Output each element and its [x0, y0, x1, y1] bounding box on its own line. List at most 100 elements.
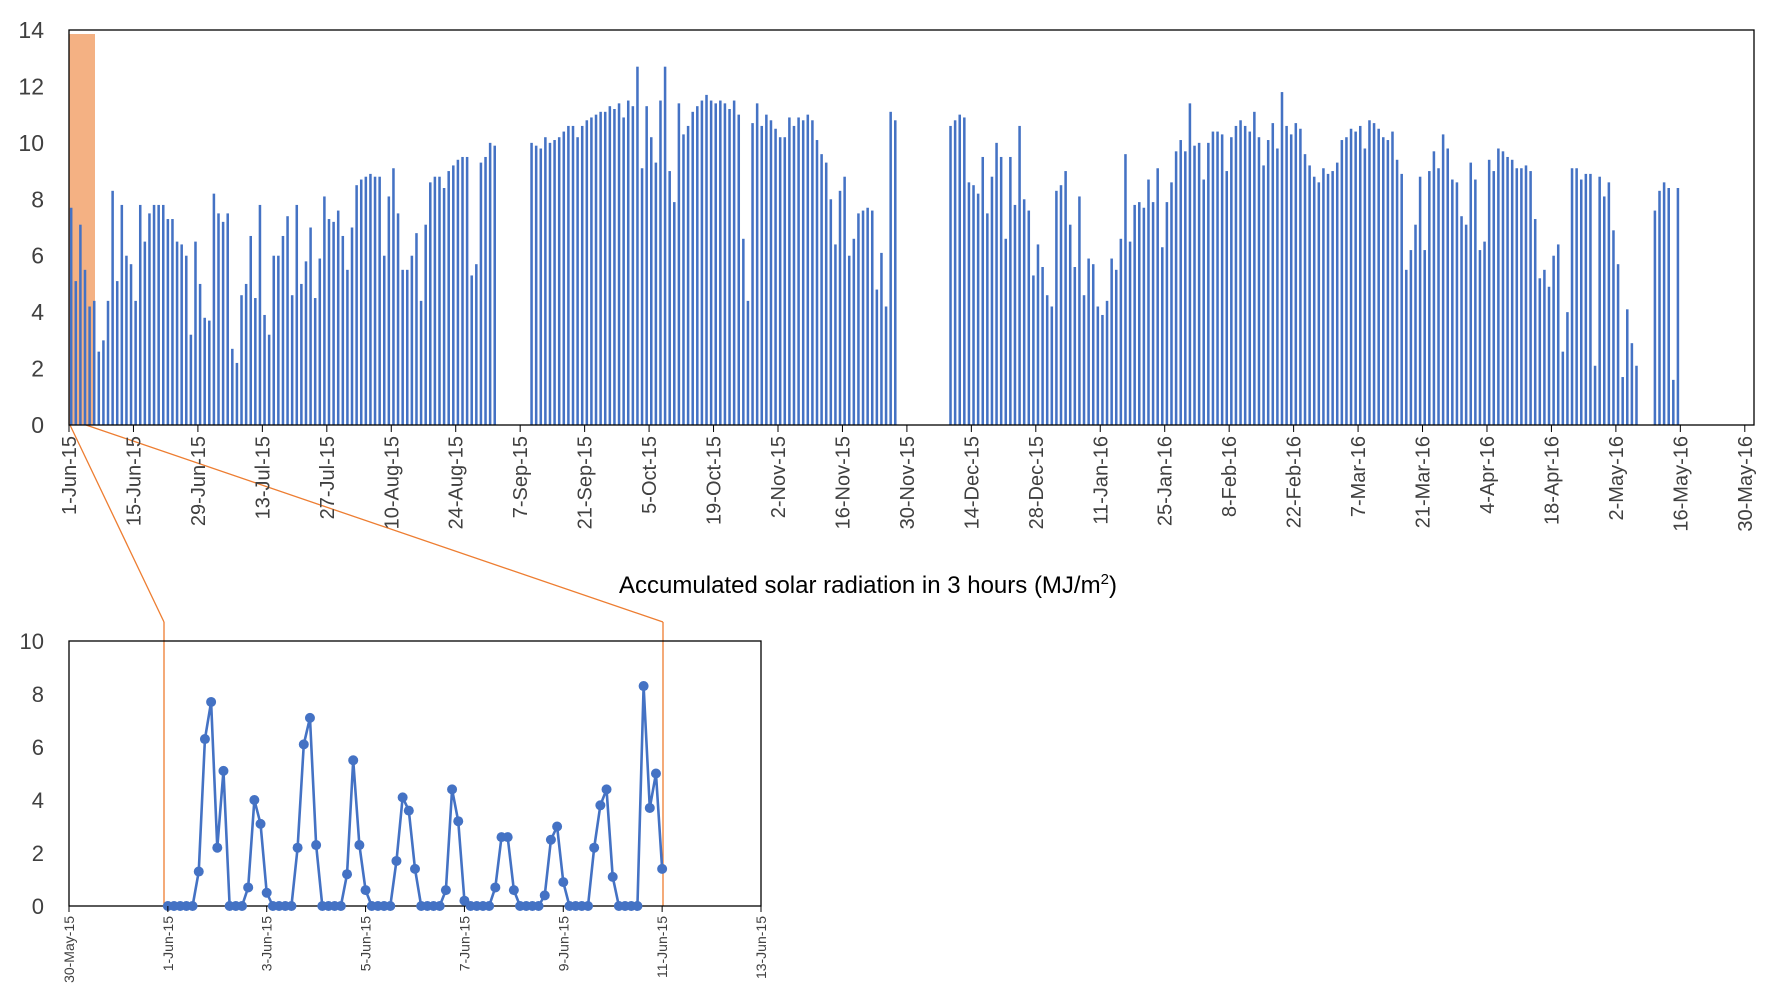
main-y-tick-label: 4	[31, 299, 44, 325]
main-bar	[106, 300, 110, 425]
main-bar	[1524, 165, 1528, 425]
main-bar	[336, 210, 340, 425]
zoom-y-tick-label: 4	[32, 788, 44, 813]
main-bar	[447, 171, 450, 425]
main-bar	[1170, 182, 1173, 425]
zoom-data-point	[193, 866, 204, 877]
main-bar	[880, 252, 883, 425]
main-bar	[1059, 185, 1063, 425]
main-bar	[341, 235, 345, 425]
zoom-y-tick-label: 6	[32, 735, 44, 760]
main-y-tick-label: 8	[31, 186, 44, 212]
main-bar	[580, 125, 584, 426]
main-bar	[1368, 120, 1371, 425]
zoom-x-tick-label: 7-Jun-15	[456, 916, 472, 971]
main-bar	[346, 269, 349, 425]
main-bar	[1087, 258, 1090, 425]
main-bar	[309, 227, 312, 425]
main-bar	[470, 275, 473, 425]
main-bar	[1616, 264, 1620, 425]
main-bar	[562, 131, 566, 425]
main-bar	[1391, 131, 1394, 425]
main-bar	[691, 111, 694, 425]
main-bar	[1340, 140, 1344, 426]
main-bar	[1289, 134, 1293, 425]
main-x-tick-label: 29-Jun-15	[188, 436, 210, 526]
main-bar	[406, 269, 409, 425]
main-bar	[475, 264, 478, 425]
main-bar	[378, 176, 381, 425]
main-bar	[714, 103, 717, 426]
main-bar	[801, 120, 805, 425]
main-bar	[963, 117, 966, 426]
main-bar	[1179, 140, 1182, 426]
main-bar	[263, 314, 266, 425]
main-bar	[300, 283, 303, 425]
main-bar	[705, 94, 708, 425]
main-bar	[1667, 188, 1670, 425]
caption-main: Accumulated solar radiation in 3 hours (…	[619, 572, 1101, 599]
main-y-tick-label: 12	[18, 73, 44, 99]
main-bar	[645, 106, 648, 426]
main-bar	[83, 269, 87, 425]
main-bar	[1400, 173, 1403, 425]
main-bar	[143, 241, 147, 425]
zoom-connectors	[69, 424, 664, 906]
main-bar	[1405, 269, 1408, 425]
main-bar	[815, 140, 819, 426]
main-x-tick-label: 5-Oct-15	[639, 436, 661, 514]
zoom-x-tick-label: 13-Jun-15	[753, 916, 769, 979]
main-x-tick-label: 2-Nov-15	[768, 436, 790, 518]
zoom-data-point	[243, 882, 254, 893]
main-bar	[1197, 142, 1201, 426]
main-bar	[1294, 123, 1298, 426]
main-bar	[585, 120, 589, 425]
main-bar	[410, 255, 414, 425]
main-bar	[760, 125, 764, 426]
main-bar	[530, 142, 533, 426]
zoom-data-point	[304, 712, 315, 723]
main-x-tick-label: 30-May-16	[1735, 436, 1757, 532]
main-bar	[1478, 250, 1482, 425]
main-bar	[488, 142, 492, 426]
main-bar	[235, 362, 239, 425]
main-bar	[1441, 134, 1445, 425]
main-bar	[553, 140, 556, 426]
main-x-tick-label: 16-May-16	[1670, 436, 1692, 532]
zoom-data-point	[539, 890, 550, 901]
zoom-data-point	[385, 901, 396, 911]
main-bar	[1101, 314, 1104, 425]
main-bar	[792, 125, 796, 426]
main-bar	[1428, 171, 1431, 425]
main-x-tick-label: 4-Apr-16	[1477, 436, 1499, 514]
main-bar	[171, 219, 174, 425]
zoom-data-point	[583, 901, 593, 911]
main-bar	[958, 114, 961, 425]
main-bar	[1253, 111, 1256, 425]
main-x-tick-label: 18-Apr-16	[1541, 436, 1563, 525]
main-bar	[1202, 179, 1205, 425]
main-plot-frame	[68, 29, 1755, 426]
main-bar	[1437, 168, 1440, 425]
main-bar	[208, 320, 211, 425]
main-bar	[981, 156, 985, 425]
main-bar	[1520, 168, 1523, 425]
main-bar	[249, 235, 252, 425]
main-bar	[97, 351, 101, 425]
main-bar	[429, 182, 432, 425]
main-bar	[834, 244, 837, 425]
main-bar	[838, 190, 842, 425]
main-bar	[1068, 224, 1072, 425]
main-bar	[1147, 179, 1150, 425]
main-bar	[1262, 165, 1265, 425]
main-bar	[1492, 171, 1496, 425]
main-bar-series	[69, 66, 1680, 426]
main-bar	[1658, 190, 1661, 425]
main-y-tick-label: 2	[31, 356, 44, 382]
main-y-tick-label: 0	[31, 412, 44, 438]
main-bar	[74, 281, 78, 425]
main-bar	[728, 109, 731, 425]
main-bar	[1626, 309, 1629, 425]
main-bar	[1501, 151, 1505, 425]
